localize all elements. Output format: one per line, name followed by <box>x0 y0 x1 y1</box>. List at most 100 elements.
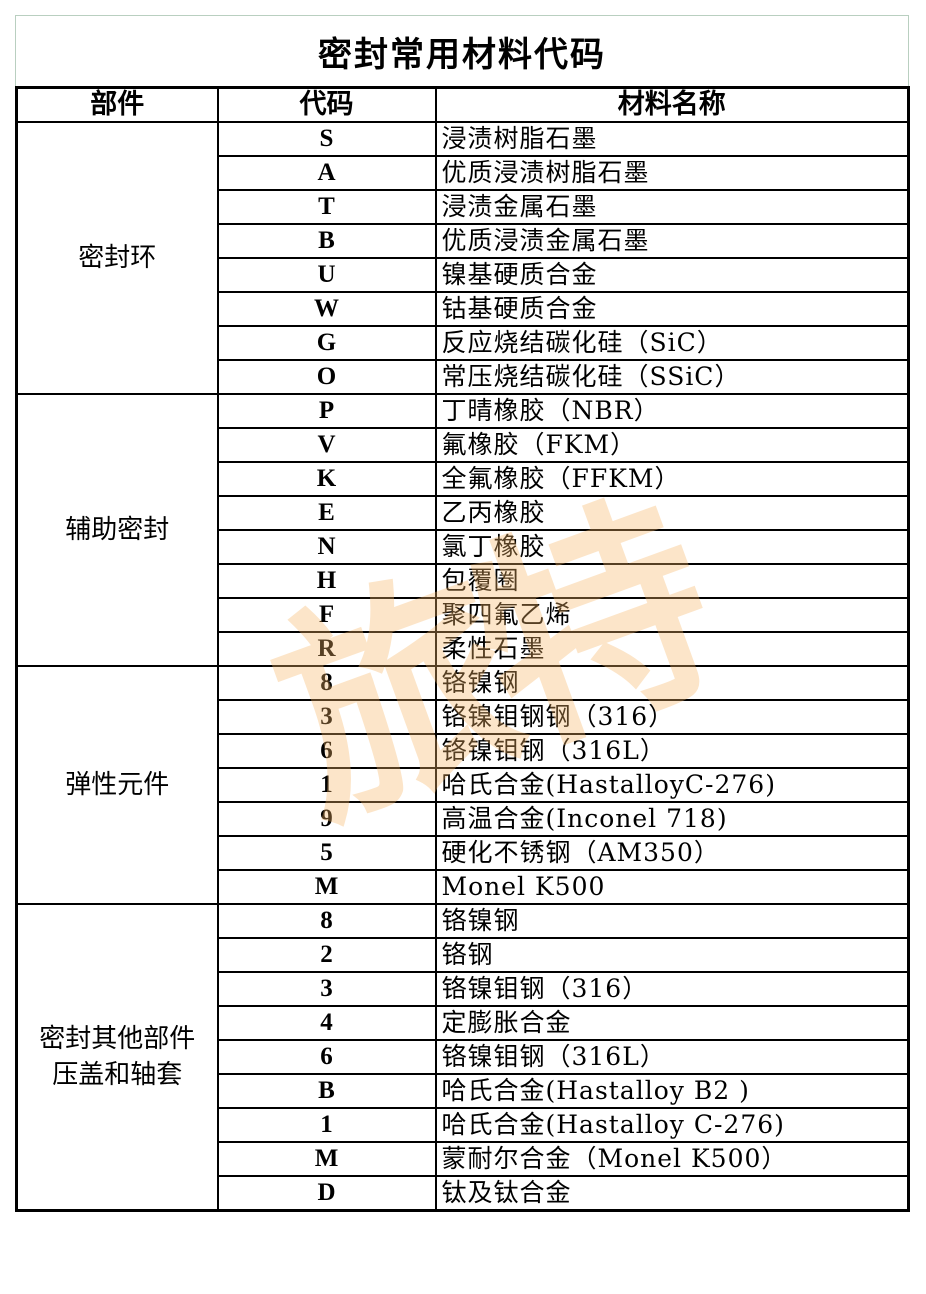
code-cell: 5 <box>216 835 437 871</box>
code-cell: S <box>216 121 437 157</box>
code-cell: 3 <box>216 971 437 1007</box>
material-cell: 哈氏合金(Hastalloy C-276) <box>434 1107 910 1143</box>
material-cell: 铬镍钼钢（316L） <box>434 733 910 769</box>
material-cell: 柔性石墨 <box>434 631 910 667</box>
material-cell: 氯丁橡胶 <box>434 529 910 565</box>
table-row: F 聚四氟乙烯 <box>17 597 910 633</box>
table-row: 弹性元件 8 铬镍钢 <box>15 665 910 905</box>
material-cell: 铬镍钢 <box>434 665 910 701</box>
code-cell: U <box>216 257 437 293</box>
table-row: 1 哈氏合金(HastalloyC-276) <box>17 767 910 803</box>
table-row: U 镍基硬质合金 <box>17 257 910 293</box>
table-row: G 反应烧结碳化硅（SiC） <box>17 325 910 361</box>
table-row: W 钴基硬质合金 <box>17 291 910 327</box>
code-cell: B <box>216 1073 437 1109</box>
table-row: M 蒙耐尔合金（Monel K500） <box>17 1141 910 1177</box>
table-row: D 钛及钛合金 <box>17 1175 910 1212</box>
part-label: 密封其他部件 <box>39 1024 196 1054</box>
table-row: R 柔性石墨 <box>17 631 910 667</box>
header-row: 部件 代码 材料名称 <box>15 86 910 123</box>
table-row: 1 哈氏合金(Hastalloy C-276) <box>17 1107 910 1143</box>
code-cell: F <box>216 597 437 633</box>
table-row: K 全氟橡胶（FFKM） <box>17 461 910 497</box>
code-cell: H <box>216 563 437 599</box>
part-label: 密封环 <box>78 243 157 273</box>
material-cell: 聚四氟乙烯 <box>434 597 910 633</box>
table-row: N 氯丁橡胶 <box>17 529 910 565</box>
code-cell: R <box>216 631 437 667</box>
part-cell: 弹性元件 <box>15 665 219 905</box>
material-cell: 铬镍钼钢钢（316） <box>434 699 910 735</box>
material-cell: 铬镍钢 <box>434 903 910 939</box>
code-cell: 8 <box>216 665 437 701</box>
code-cell: 2 <box>216 937 437 973</box>
code-cell: M <box>216 1141 437 1177</box>
material-cell: 包覆圈 <box>434 563 910 599</box>
material-cell: 镍基硬质合金 <box>434 257 910 293</box>
code-cell: D <box>216 1175 437 1212</box>
material-cell: 铬镍钼钢（316） <box>434 971 910 1007</box>
part-cell: 密封其他部件 压盖和轴套 <box>15 903 219 1212</box>
table-row: 4 定膨胀合金 <box>17 1005 910 1041</box>
part-label: 压盖和轴套 <box>52 1060 183 1090</box>
table-row: 3 铬镍钼钢钢（316） <box>17 699 910 735</box>
code-cell: A <box>216 155 437 191</box>
table-row: 3 铬镍钼钢（316） <box>17 971 910 1007</box>
material-cell: 浸渍树脂石墨 <box>434 121 910 157</box>
table-row: B 优质浸渍金属石墨 <box>17 223 910 259</box>
code-cell: B <box>216 223 437 259</box>
part-cell: 辅助密封 <box>15 393 219 667</box>
header-part: 部件 <box>15 86 219 123</box>
table-row: 6 铬镍钼钢（316L） <box>17 1039 910 1075</box>
table-row: 5 硬化不锈钢（AM350） <box>17 835 910 871</box>
material-cell: 乙丙橡胶 <box>434 495 910 531</box>
code-cell: 3 <box>216 699 437 735</box>
code-cell: N <box>216 529 437 565</box>
part-label: 辅助密封 <box>65 515 170 545</box>
table-row: O 常压烧结碳化硅（SSiC） <box>17 359 910 395</box>
code-cell: V <box>216 427 437 463</box>
material-cell: 高温合金(Inconel 718) <box>434 801 910 837</box>
header-code: 代码 <box>216 86 437 123</box>
table-row: A 优质浸渍树脂石墨 <box>17 155 910 191</box>
table-row: 9 高温合金(Inconel 718) <box>17 801 910 837</box>
code-cell: 9 <box>216 801 437 837</box>
part-label: 弹性元件 <box>65 770 170 800</box>
material-cell: 丁晴橡胶（NBR） <box>434 393 910 429</box>
code-cell: O <box>216 359 437 395</box>
material-cell: 哈氏合金(Hastalloy B2 ) <box>434 1073 910 1109</box>
material-cell: 全氟橡胶（FFKM） <box>434 461 910 497</box>
material-cell: 优质浸渍树脂石墨 <box>434 155 910 191</box>
table-row: 密封环 S 浸渍树脂石墨 <box>15 121 910 395</box>
code-cell: 6 <box>216 733 437 769</box>
code-cell: 4 <box>216 1005 437 1041</box>
code-cell: 1 <box>216 767 437 803</box>
code-cell: 1 <box>216 1107 437 1143</box>
code-cell: 6 <box>216 1039 437 1075</box>
code-cell: M <box>216 869 437 905</box>
table-row: 辅助密封 P 丁晴橡胶（NBR） <box>15 393 910 667</box>
material-cell: 氟橡胶（FKM） <box>434 427 910 463</box>
table-row: E 乙丙橡胶 <box>17 495 910 531</box>
material-cell: 铬镍钼钢（316L） <box>434 1039 910 1075</box>
part-cell: 密封环 <box>15 121 219 395</box>
material-cell: 定膨胀合金 <box>434 1005 910 1041</box>
table-row: B 哈氏合金(Hastalloy B2 ) <box>17 1073 910 1109</box>
table-row: 6 铬镍钼钢（316L） <box>17 733 910 769</box>
code-cell: E <box>216 495 437 531</box>
code-cell: W <box>216 291 437 327</box>
code-cell: T <box>216 189 437 225</box>
header-material: 材料名称 <box>434 86 910 123</box>
table-row: 密封其他部件 压盖和轴套 8 铬镍钢 <box>15 903 910 1212</box>
materials-table: 部件 代码 材料名称 密封环 S 浸渍树脂石墨 A 优质浸渍树脂石墨 T 浸渍金属石墨 B 优质… <box>15 86 910 1212</box>
material-cell: 哈氏合金(HastalloyC-276) <box>434 767 910 803</box>
code-cell: G <box>216 325 437 361</box>
material-cell: 硬化不锈钢（AM350） <box>434 835 910 871</box>
table-row: H 包覆圈 <box>17 563 910 599</box>
material-cell: 浸渍金属石墨 <box>434 189 910 225</box>
code-cell: 8 <box>216 903 437 939</box>
material-cell: 钛及钛合金 <box>434 1175 910 1212</box>
table-row: T 浸渍金属石墨 <box>17 189 910 225</box>
material-cell: 常压烧结碳化硅（SSiC） <box>434 359 910 395</box>
material-cell: Monel K500 <box>434 869 910 905</box>
